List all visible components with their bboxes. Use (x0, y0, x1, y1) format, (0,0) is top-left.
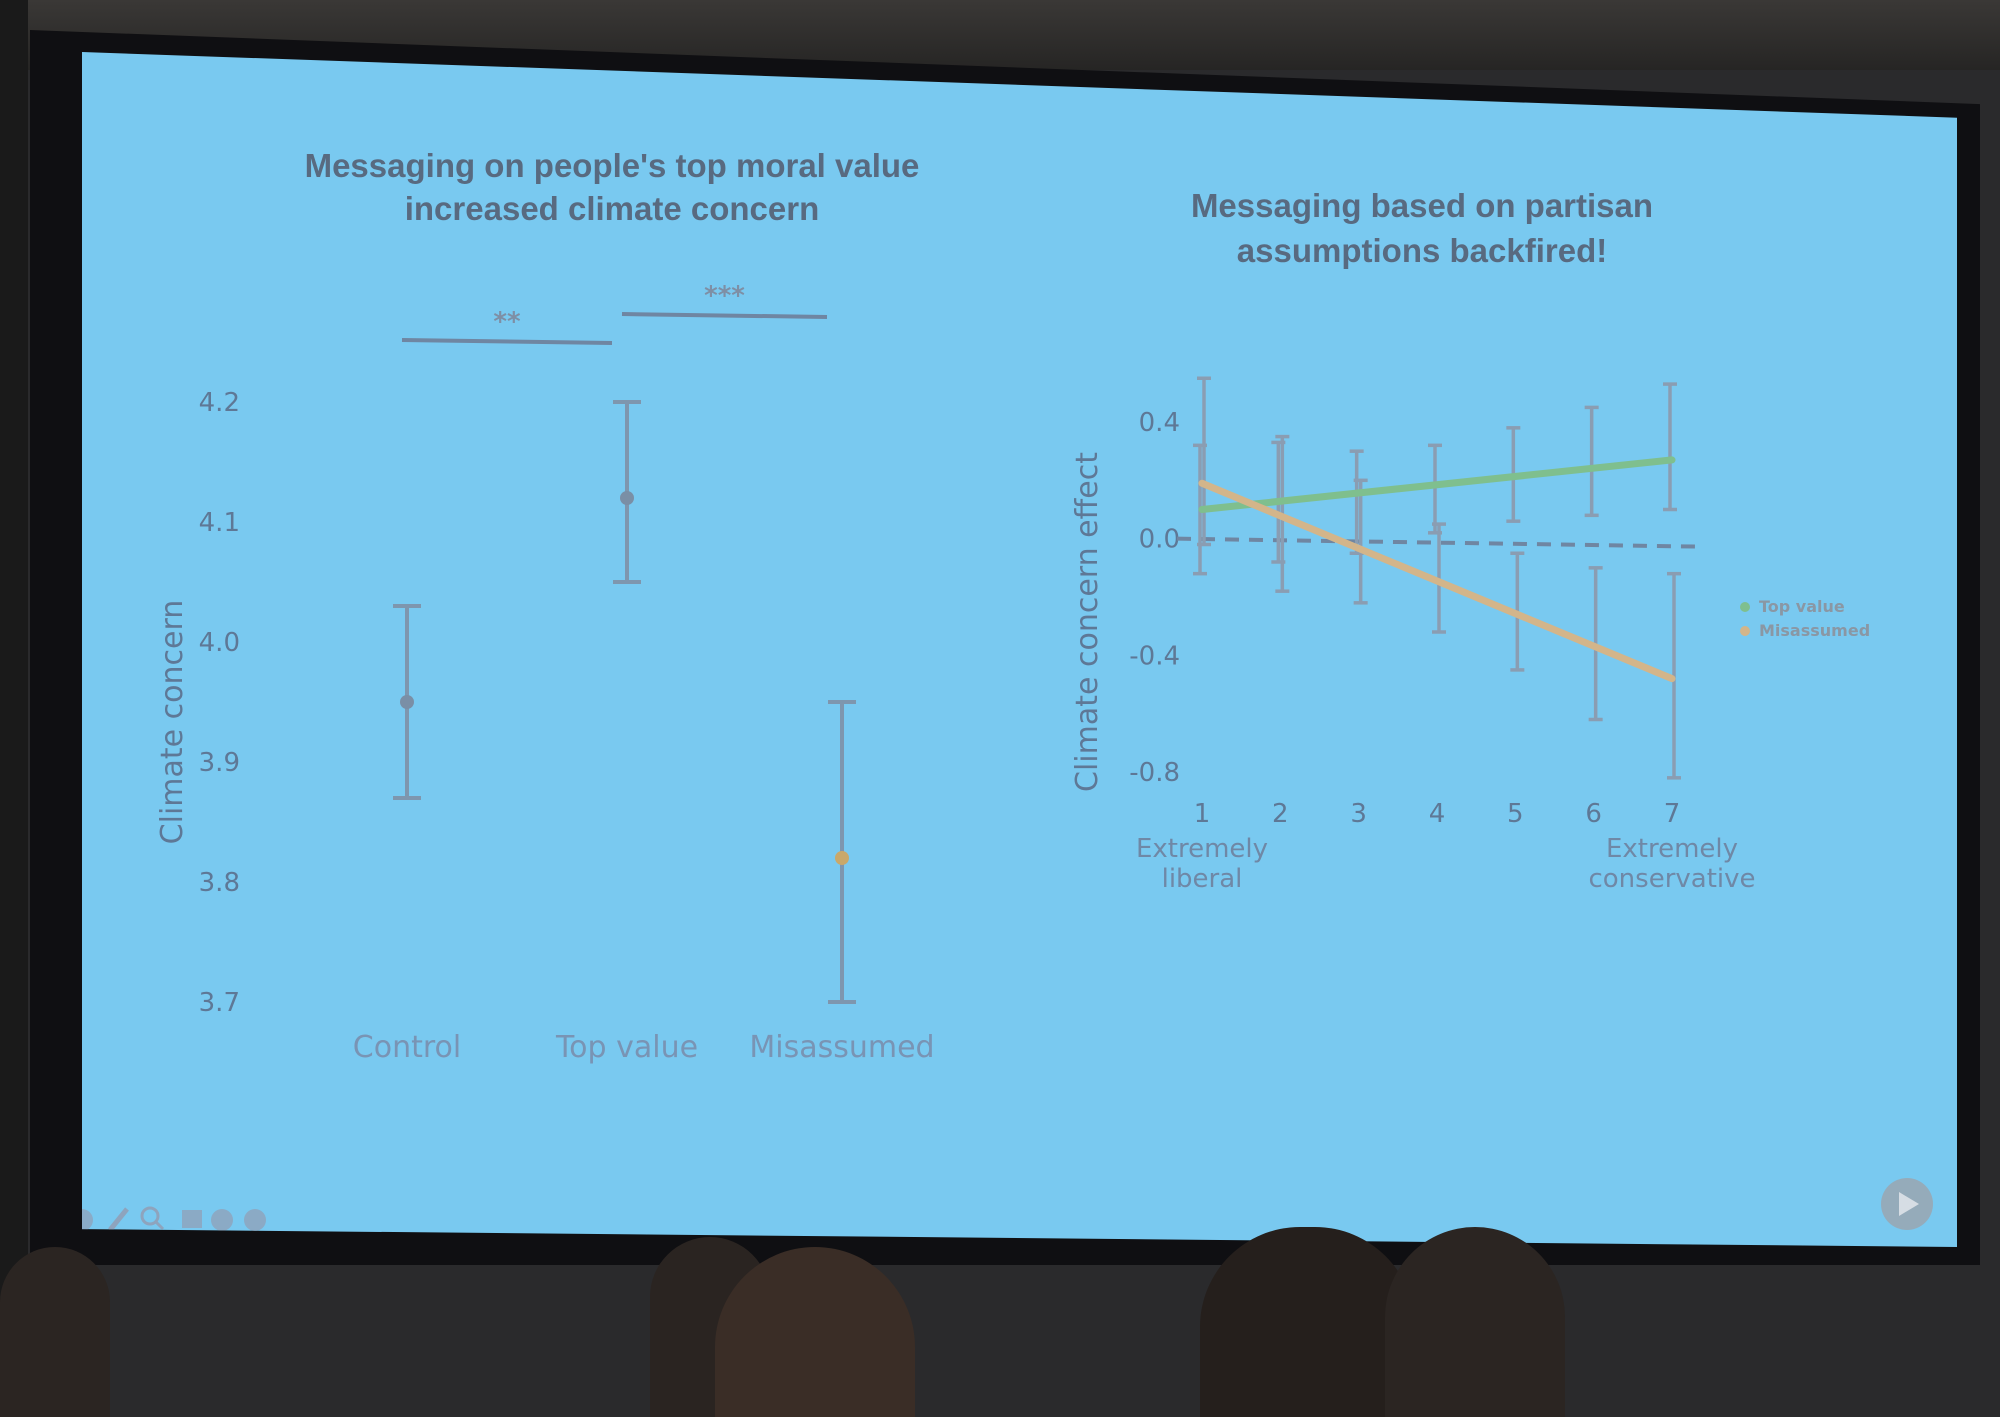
legend-marker (1740, 626, 1750, 636)
presentation-slide: Messaging on people's top moral value in… (82, 52, 1957, 1247)
data-point (835, 851, 849, 865)
x-tick-label: 1 (1194, 799, 1211, 829)
left-chart-title-line-2: increased climate concern (405, 190, 820, 227)
data-point (620, 491, 634, 505)
right-chart-title-line-2: assumptions backfired! (1237, 232, 1607, 269)
presenter-toolbar[interactable] (82, 1206, 266, 1232)
grid-icon[interactable] (182, 1210, 202, 1228)
y-tick-label: 0.4 (1139, 408, 1180, 438)
zero-reference-line (1176, 536, 1703, 549)
x-category-label: Top value (555, 1030, 698, 1065)
x-tick-label: 2 (1272, 799, 1289, 829)
right-chart-title-line-1: Messaging based on partisan (1191, 187, 1653, 224)
x-category-label: Control (353, 1030, 461, 1065)
x-tick-label: 5 (1507, 799, 1524, 829)
y-tick-label: 4.2 (199, 388, 240, 418)
prev-icon[interactable] (82, 1209, 93, 1231)
significance-bracket (621, 312, 828, 319)
series-line (1198, 456, 1676, 513)
x-category-label: Misassumed (749, 1030, 934, 1065)
zoom-icon[interactable] (140, 1206, 165, 1231)
legend-marker (1740, 602, 1750, 612)
data-point (400, 695, 414, 709)
y-tick-label: -0.4 (1129, 641, 1180, 671)
x-tick-caption: conservative (1588, 864, 1755, 894)
significance-bracket (401, 338, 613, 345)
y-tick-label: 3.8 (199, 868, 240, 898)
legend-label: Misassumed (1759, 621, 1870, 640)
y-axis-label: Climate concern (155, 600, 190, 845)
audience-head (715, 1247, 915, 1417)
right-chart: 0.4 0.0 -0.4 -0.8 Climate concern effect 1 2 3 4… (1070, 376, 1870, 894)
y-axis-label: Climate concern effect (1070, 452, 1105, 792)
y-tick-label: 4.0 (199, 628, 240, 658)
significance-label: *** (704, 281, 745, 311)
menu-icon[interactable] (211, 1209, 233, 1231)
audience-head (0, 1247, 110, 1417)
audience-head (1200, 1227, 1415, 1417)
room-wall (0, 0, 28, 1417)
slide-canvas: Messaging on people's top moral value in… (82, 147, 1933, 1232)
y-tick-label: 4.1 (199, 508, 240, 538)
x-tick-label: 3 (1350, 799, 1367, 829)
legend-label: Top value (1759, 597, 1845, 616)
x-tick-label: 4 (1429, 799, 1446, 829)
play-icon[interactable] (1881, 1178, 1933, 1230)
y-tick-label: -0.8 (1129, 758, 1180, 788)
x-tick-caption: liberal (1162, 864, 1243, 894)
x-tick-label: 7 (1664, 799, 1681, 829)
series-line (1198, 479, 1676, 683)
significance-label: ** (493, 307, 521, 337)
y-tick-label: 0.0 (1139, 525, 1180, 555)
pen-icon[interactable] (108, 1207, 129, 1232)
audience-head (1385, 1227, 1565, 1417)
x-tick-label: 6 (1585, 799, 1602, 829)
left-chart: 4.2 4.1 4.0 3.9 3.8 3.7 Climate concern Control… (155, 281, 935, 1065)
x-tick-caption: Extremely (1136, 834, 1268, 864)
x-tick-caption: Extremely (1606, 834, 1738, 864)
y-tick-label: 3.7 (199, 988, 240, 1018)
left-chart-title-line-1: Messaging on people's top moral value (305, 147, 920, 184)
more-icon[interactable] (244, 1209, 266, 1231)
y-tick-label: 3.9 (199, 748, 240, 778)
